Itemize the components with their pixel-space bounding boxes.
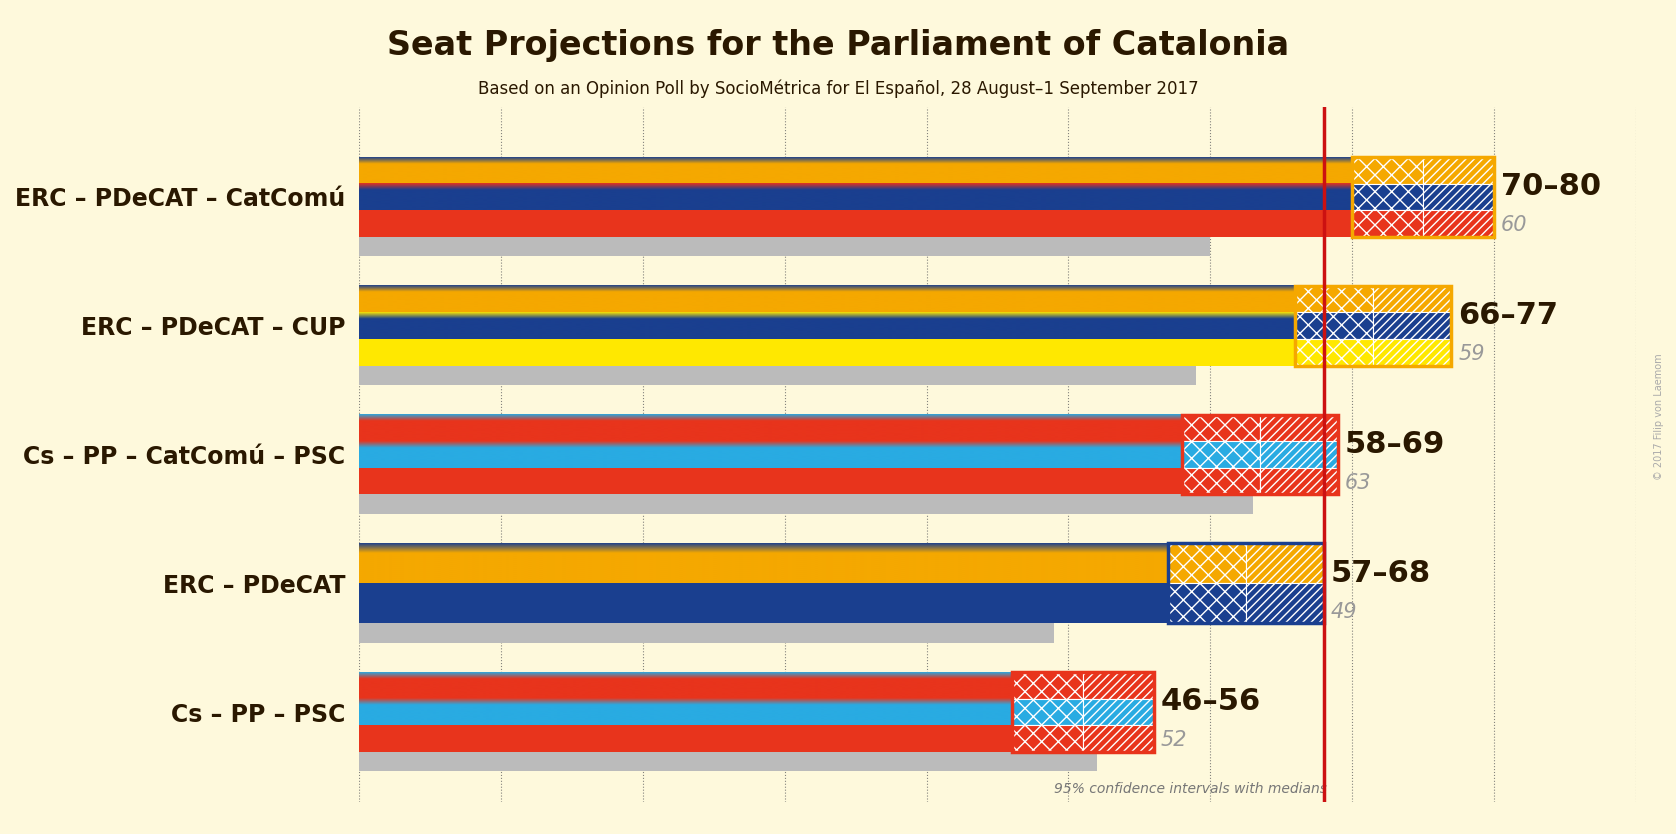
Bar (359, 726, 1153, 752)
Bar (359, 623, 1054, 642)
Bar (1353, 157, 1423, 183)
Text: 46–56: 46–56 (1161, 687, 1260, 716)
Bar (1423, 183, 1493, 210)
Text: Based on an Opinion Poll by SocioMétrica for El Español, 28 August–1 September 2: Based on an Opinion Poll by SocioMétrica… (478, 79, 1198, 98)
Bar (1083, 672, 1153, 699)
Bar (359, 752, 1096, 771)
Text: 95% confidence intervals with medians: 95% confidence intervals with medians (1054, 781, 1327, 796)
Bar (359, 468, 1337, 495)
Bar (1245, 544, 1324, 583)
Bar (359, 237, 1210, 256)
Bar (1182, 414, 1260, 441)
Bar (1168, 544, 1324, 623)
Text: © 2017 Filip von Laemom: © 2017 Filip von Laemom (1654, 354, 1664, 480)
Bar (1012, 672, 1153, 752)
Text: 57–68: 57–68 (1331, 559, 1431, 587)
Text: 66–77: 66–77 (1458, 301, 1559, 330)
Text: 70–80: 70–80 (1502, 172, 1601, 201)
Bar (359, 365, 1197, 385)
Bar (1423, 210, 1493, 237)
Text: Seat Projections for the Parliament of Catalonia: Seat Projections for the Parliament of C… (387, 29, 1289, 63)
Bar (1260, 441, 1337, 468)
Bar (1353, 157, 1493, 237)
Bar (1182, 468, 1260, 495)
Text: 52: 52 (1161, 731, 1187, 751)
Text: 49: 49 (1331, 601, 1358, 621)
Bar (1373, 313, 1451, 339)
Bar (1296, 313, 1373, 339)
Bar (1423, 157, 1493, 183)
Bar (1296, 339, 1373, 365)
Text: 63: 63 (1346, 473, 1371, 493)
Bar (1373, 339, 1451, 365)
Bar (1353, 183, 1423, 210)
Bar (1083, 699, 1153, 726)
Bar (1296, 286, 1373, 313)
Bar (359, 583, 1324, 623)
Bar (359, 495, 1254, 514)
Bar (1353, 210, 1423, 237)
Bar (1373, 286, 1451, 313)
Bar (1182, 441, 1260, 468)
Bar (1296, 286, 1451, 365)
Text: 60: 60 (1502, 215, 1527, 235)
Bar (1168, 583, 1245, 623)
Bar (1012, 672, 1083, 699)
Bar (1182, 414, 1337, 495)
Bar (1260, 414, 1337, 441)
Bar (359, 339, 1451, 365)
Text: 58–69: 58–69 (1346, 430, 1445, 459)
Bar (1083, 726, 1153, 752)
Bar (359, 210, 1493, 237)
Bar (1260, 468, 1337, 495)
Bar (1168, 544, 1245, 583)
Bar (1012, 699, 1083, 726)
Bar (1245, 583, 1324, 623)
Text: 59: 59 (1458, 344, 1485, 364)
Bar (1012, 726, 1083, 752)
